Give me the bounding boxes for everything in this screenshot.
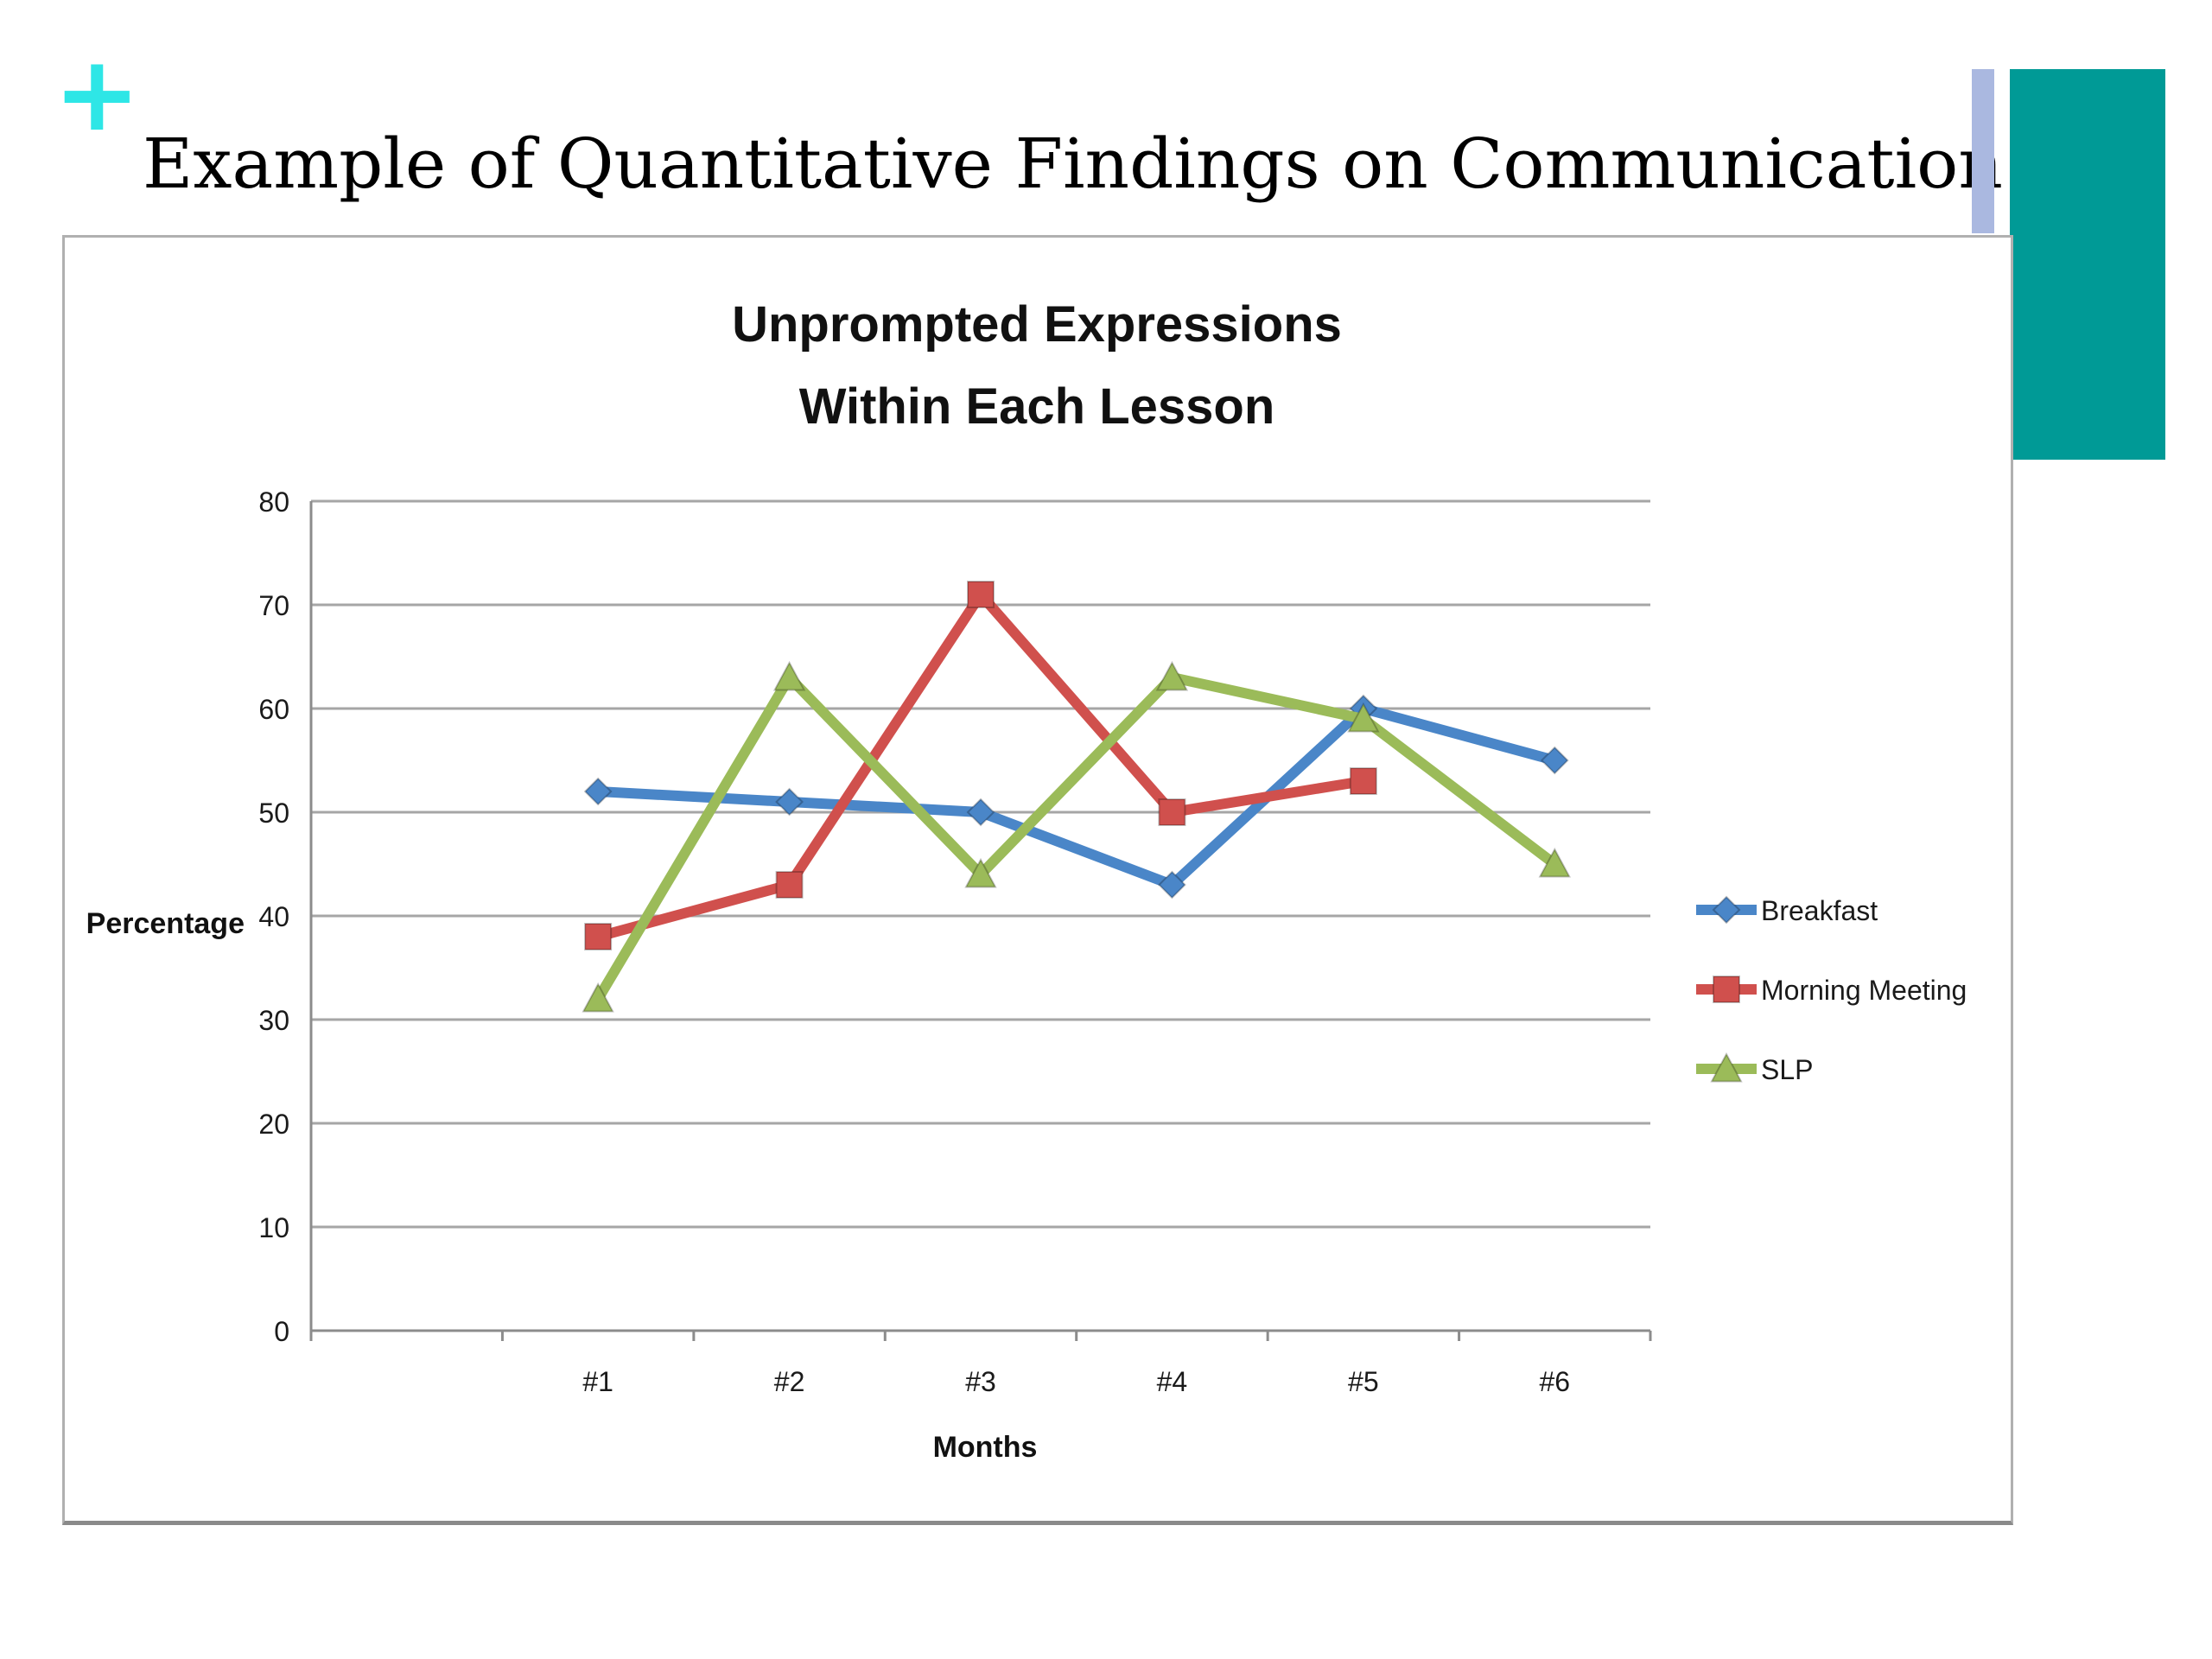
- legend-marker-morning-meeting: [1713, 976, 1740, 1003]
- x-tick-label: #4: [1157, 1366, 1188, 1397]
- data-point-slp: [582, 982, 614, 1013]
- plot-area: 0 10 20 30 40 50 60 70 80 #1 #2 #3 #4 #5 #6: [258, 486, 1652, 1397]
- slide-title: Example of Quantitative Findings on Comm…: [143, 124, 2003, 204]
- chart-frame: Unprompted Expressions Within Each Lesso…: [62, 235, 2013, 1525]
- accent-bar-block: [2010, 69, 2165, 460]
- x-tick-label: #3: [965, 1366, 996, 1397]
- data-point-morning-meeting: [1158, 798, 1186, 826]
- y-axis-label: Percentage: [86, 907, 245, 940]
- data-point-breakfast: [1158, 870, 1186, 899]
- chart-title-line-2: Within Each Lesson: [799, 378, 1275, 435]
- x-tick-label: #5: [1348, 1366, 1379, 1397]
- series-line-breakfast: [593, 703, 1560, 890]
- legend: Breakfast Morning Meeting SLP: [1696, 895, 1967, 1085]
- y-tick-label: 0: [274, 1316, 289, 1347]
- y-tick-label: 20: [258, 1109, 289, 1140]
- plus-icon: +: [54, 35, 141, 155]
- legend-marker-slp: [1710, 1052, 1743, 1083]
- data-point-morning-meeting: [775, 871, 804, 899]
- x-tick-label: #2: [774, 1366, 805, 1397]
- data-point-breakfast: [1540, 746, 1569, 775]
- data-point-slp: [1347, 702, 1380, 733]
- legend-label-breakfast: Breakfast: [1761, 895, 1878, 926]
- data-point-slp: [1155, 660, 1189, 691]
- data-point-slp: [772, 660, 806, 691]
- data-point-breakfast: [775, 787, 804, 817]
- series-line-slp: [593, 672, 1560, 1004]
- legend-label-slp: SLP: [1761, 1054, 1813, 1085]
- data-point-morning-meeting: [1349, 767, 1377, 795]
- data-point-morning-meeting: [584, 923, 613, 950]
- y-tick-label: 10: [258, 1212, 289, 1243]
- data-point-slp: [1538, 847, 1571, 878]
- y-tick-label: 70: [258, 590, 289, 621]
- data-point-breakfast: [583, 777, 613, 806]
- accent-bar-thin: [1972, 69, 1994, 233]
- y-tick-label: 30: [258, 1005, 289, 1036]
- data-point-morning-meeting: [967, 581, 995, 608]
- legend-marker-breakfast: [1712, 895, 1741, 925]
- data-point-breakfast: [966, 798, 995, 827]
- legend-label-morning-meeting: Morning Meeting: [1761, 975, 1967, 1006]
- x-tick-label: #1: [582, 1366, 613, 1397]
- x-axis-label: Months: [933, 1431, 1038, 1464]
- y-tick-label: 60: [258, 694, 289, 725]
- y-tick-label: 50: [258, 798, 289, 829]
- x-tick-label: #6: [1539, 1366, 1570, 1397]
- chart-title-line-1: Unprompted Expressions: [732, 296, 1342, 353]
- data-point-slp: [964, 857, 997, 888]
- y-tick-label: 80: [258, 486, 289, 518]
- line-chart: Unprompted Expressions Within Each Lesso…: [86, 296, 1967, 1464]
- y-tick-label: 40: [258, 901, 289, 932]
